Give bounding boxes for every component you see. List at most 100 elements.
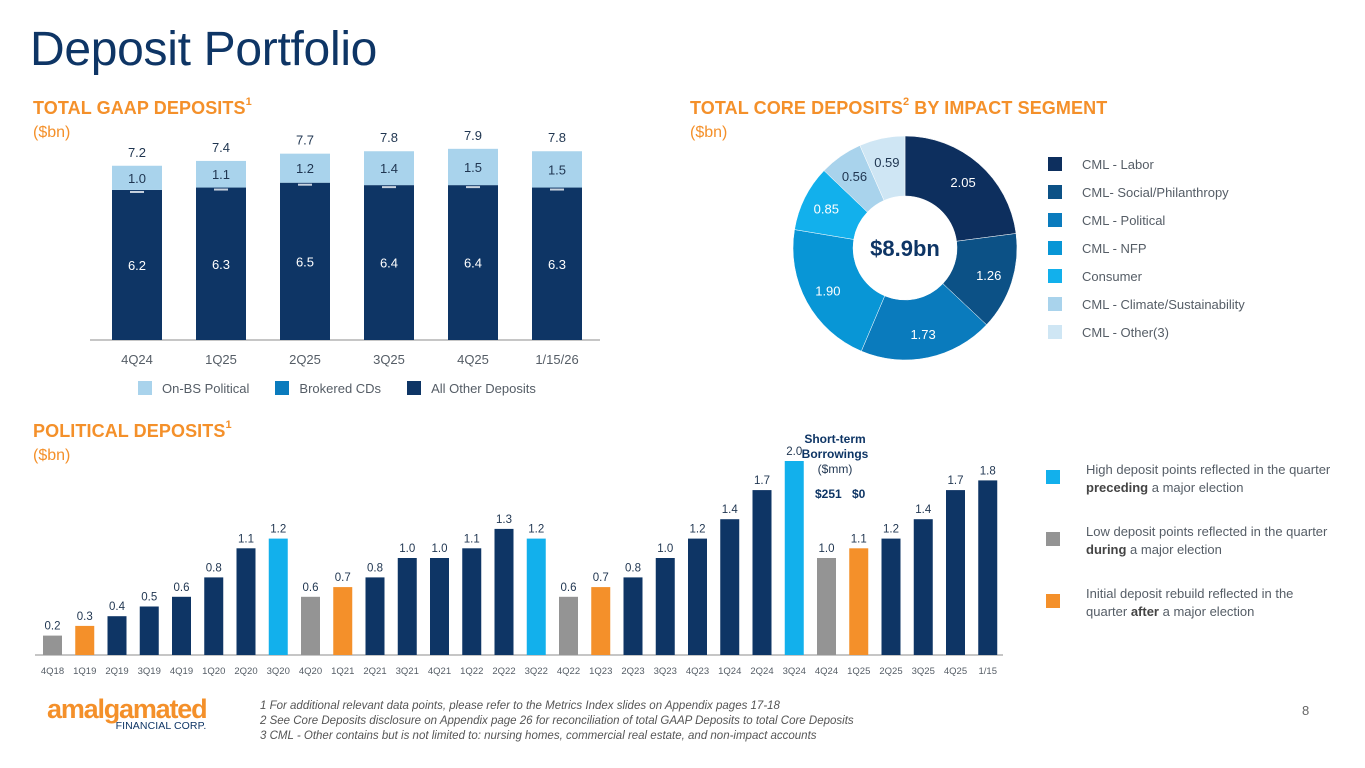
political-x-tick-label: 2Q22 bbox=[492, 666, 515, 677]
gaap-bar-label-all-other: 6.5 bbox=[296, 254, 314, 269]
donut-slice-label: 1.73 bbox=[910, 327, 935, 342]
gaap-bar-political bbox=[280, 153, 330, 183]
political-bar-normal bbox=[881, 538, 901, 655]
gaap-bar-label-political: 1.0 bbox=[128, 171, 146, 186]
core-legend-swatch bbox=[1048, 213, 1062, 227]
political-bar-normal bbox=[107, 616, 127, 655]
political-x-tick-label: 4Q18 bbox=[41, 666, 64, 677]
political-footnote-ref: 1 bbox=[225, 419, 232, 431]
donut-slice bbox=[904, 135, 1017, 242]
political-x-tick-label: 4Q25 bbox=[944, 666, 967, 677]
political-bar-preceding bbox=[526, 538, 546, 655]
core-title-suffix: BY IMPACT SEGMENT bbox=[909, 98, 1108, 118]
political-x-tick-label: 4Q19 bbox=[170, 666, 193, 677]
company-logo: amalgamated FINANCIAL CORP. bbox=[47, 694, 208, 732]
gaap-legend-label: Brokered CDs bbox=[299, 380, 382, 396]
political-x-tick-label: 3Q24 bbox=[783, 666, 806, 677]
gaap-x-tick-label: 4Q25 bbox=[457, 352, 489, 367]
annotation-value-a: $251 bbox=[815, 487, 842, 501]
core-legend-label: CML - Climate/Sustainability bbox=[1082, 296, 1245, 312]
footnote-3: 3 CML - Other contains but is not limite… bbox=[260, 730, 817, 742]
note-text-emphasis: after bbox=[1130, 604, 1159, 619]
gaap-bar-label-political: 1.1 bbox=[212, 167, 230, 182]
political-bar-value-label: 1.1 bbox=[851, 533, 867, 545]
political-bar-normal bbox=[623, 577, 643, 655]
political-bar-value-label: 0.2 bbox=[45, 621, 61, 633]
core-legend-item: CML- Social/Philanthropy bbox=[1048, 178, 1245, 206]
gaap-bar-all-other bbox=[448, 185, 498, 340]
footnote-2: 2 See Core Deposits disclosure on Append… bbox=[260, 715, 854, 727]
logo-subtitle: FINANCIAL CORP. bbox=[115, 720, 207, 732]
political-bar-value-label: 0.8 bbox=[367, 562, 383, 574]
political-x-tick-label: 2Q19 bbox=[105, 666, 128, 677]
gaap-bar-political bbox=[448, 148, 498, 186]
political-bar-value-label: 1.0 bbox=[819, 543, 835, 555]
political-bar-normal bbox=[752, 490, 772, 655]
gaap-bar-total-label: 7.8 bbox=[380, 130, 398, 145]
core-legend-swatch bbox=[1048, 157, 1062, 171]
political-x-tick-label: 3Q20 bbox=[267, 666, 290, 677]
donut-slice-label: 1.26 bbox=[976, 268, 1001, 283]
gaap-bar-all-other bbox=[112, 189, 162, 340]
political-bar-normal bbox=[494, 528, 514, 655]
political-bar-value-label: 0.8 bbox=[625, 562, 641, 574]
political-x-tick-label: 4Q23 bbox=[686, 666, 709, 677]
political-bar-preceding bbox=[268, 538, 288, 655]
political-x-tick-label: 1Q24 bbox=[718, 666, 741, 677]
footnotes: 1 For additional relevant data points, p… bbox=[260, 699, 854, 744]
political-x-tick-label: 4Q24 bbox=[815, 666, 838, 677]
gaap-bar-all-other bbox=[364, 185, 414, 340]
political-x-tick-label: 1Q19 bbox=[73, 666, 96, 677]
gaap-bar-brokered bbox=[466, 186, 480, 189]
gaap-bar-political bbox=[196, 160, 246, 188]
political-section-title: POLITICAL DEPOSITS1 bbox=[33, 419, 232, 442]
gaap-bar-brokered bbox=[130, 190, 144, 193]
donut-slice-label: 0.85 bbox=[814, 202, 839, 217]
gaap-title-text: TOTAL GAAP DEPOSITS bbox=[33, 98, 246, 118]
gaap-legend-label: All Other Deposits bbox=[431, 380, 536, 396]
political-bar-value-label: 1.3 bbox=[496, 514, 512, 526]
gaap-bar-total-label: 7.2 bbox=[128, 145, 146, 160]
political-bar-normal bbox=[172, 596, 191, 655]
gaap-x-tick-label: 2Q25 bbox=[289, 352, 321, 367]
political-bar-value-label: 1.1 bbox=[464, 533, 480, 545]
political-bar-value-label: 0.8 bbox=[206, 562, 222, 574]
political-x-tick-label: 4Q22 bbox=[557, 666, 580, 677]
political-x-tick-label: 2Q23 bbox=[621, 666, 644, 677]
page-title: Deposit Portfolio bbox=[30, 23, 378, 76]
gaap-legend-swatch bbox=[275, 381, 290, 395]
political-bar-value-label: 1.2 bbox=[690, 524, 706, 536]
gaap-bar-label-all-other: 6.4 bbox=[380, 256, 398, 271]
note-text-post: a major election bbox=[1148, 480, 1244, 495]
political-bar-value-label: 2.0 bbox=[786, 446, 802, 458]
gaap-legend-item: Brokered CDs bbox=[275, 378, 381, 398]
political-bar-value-label: 1.0 bbox=[432, 543, 448, 555]
political-note-item: Low deposit points reflected in the quar… bbox=[1046, 523, 1336, 559]
gaap-x-tick-label: 1/15/26 bbox=[535, 352, 578, 367]
core-deposits-donut: 2.05 1.26 1.73 1.90 0.85 0.56 0.59 $8.9bn bbox=[792, 135, 1018, 361]
gaap-legend-label: On-BS Political bbox=[162, 380, 250, 396]
note-text-pre: High deposit points reflected in the qua… bbox=[1086, 462, 1331, 477]
gaap-bar-label-all-other: 6.3 bbox=[548, 257, 566, 272]
political-deposits-chart: 0.2 4Q18 0.3 1Q19 0.4 2Q19 0.5 3Q19 0.6 4Q19 0.8 1Q… bbox=[35, 446, 1003, 677]
core-legend-label: CML - Other(3) bbox=[1082, 324, 1169, 340]
core-legend-label: CML - Political bbox=[1082, 212, 1166, 228]
political-x-tick-label: 4Q20 bbox=[299, 666, 322, 677]
political-x-tick-label: 2Q25 bbox=[879, 666, 902, 677]
political-bar-normal bbox=[365, 577, 385, 655]
gaap-bar-total-label: 7.7 bbox=[296, 133, 314, 148]
political-bar-value-label: 0.7 bbox=[593, 572, 609, 584]
political-bar-normal bbox=[139, 606, 159, 655]
political-bar-value-label: 1.4 bbox=[915, 504, 932, 516]
core-legend-item: CML - Political bbox=[1048, 206, 1245, 234]
core-legend-swatch bbox=[1048, 269, 1062, 283]
gaap-section-title: TOTAL GAAP DEPOSITS1 bbox=[33, 96, 252, 119]
logo-wordmark: amalgamated bbox=[47, 694, 208, 724]
donut-center-label: $8.9bn bbox=[870, 236, 940, 261]
gaap-bar-all-other bbox=[532, 187, 582, 340]
gaap-bar-label-all-other: 6.4 bbox=[464, 256, 482, 271]
annotation-unit: ($mm) bbox=[817, 462, 853, 476]
political-notes-legend: High deposit points reflected in the qua… bbox=[1046, 461, 1336, 621]
core-legend-label: Consumer bbox=[1082, 268, 1142, 284]
political-bar-normal bbox=[720, 519, 740, 655]
